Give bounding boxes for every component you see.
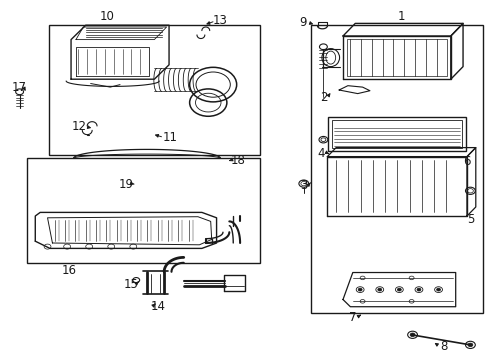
Ellipse shape — [410, 333, 415, 337]
Text: 4: 4 — [317, 147, 325, 159]
Bar — [49, 25, 260, 155]
Bar — [332, 120, 462, 148]
Text: 1: 1 — [398, 10, 406, 23]
Text: 2: 2 — [319, 91, 327, 104]
Text: 6: 6 — [463, 156, 470, 168]
Text: 13: 13 — [213, 14, 228, 27]
Bar — [27, 158, 260, 263]
Ellipse shape — [397, 288, 401, 291]
Text: 19: 19 — [119, 178, 134, 191]
Text: 18: 18 — [230, 154, 245, 167]
Text: 12: 12 — [72, 120, 87, 133]
Text: 9: 9 — [299, 16, 307, 29]
Ellipse shape — [437, 288, 441, 291]
Text: 15: 15 — [124, 278, 139, 291]
Ellipse shape — [358, 288, 362, 291]
Ellipse shape — [378, 288, 382, 291]
Text: 5: 5 — [466, 213, 474, 226]
Bar — [347, 39, 447, 76]
Text: 8: 8 — [440, 340, 447, 353]
Text: 7: 7 — [349, 311, 357, 324]
Ellipse shape — [417, 288, 421, 291]
Ellipse shape — [468, 343, 473, 347]
Text: 3: 3 — [300, 179, 308, 192]
Text: 11: 11 — [163, 131, 178, 144]
Text: 17: 17 — [12, 81, 27, 94]
Text: 10: 10 — [99, 10, 114, 23]
Text: 14: 14 — [150, 300, 165, 313]
Text: 16: 16 — [62, 264, 77, 277]
Bar — [328, 117, 466, 151]
Bar — [311, 25, 483, 313]
